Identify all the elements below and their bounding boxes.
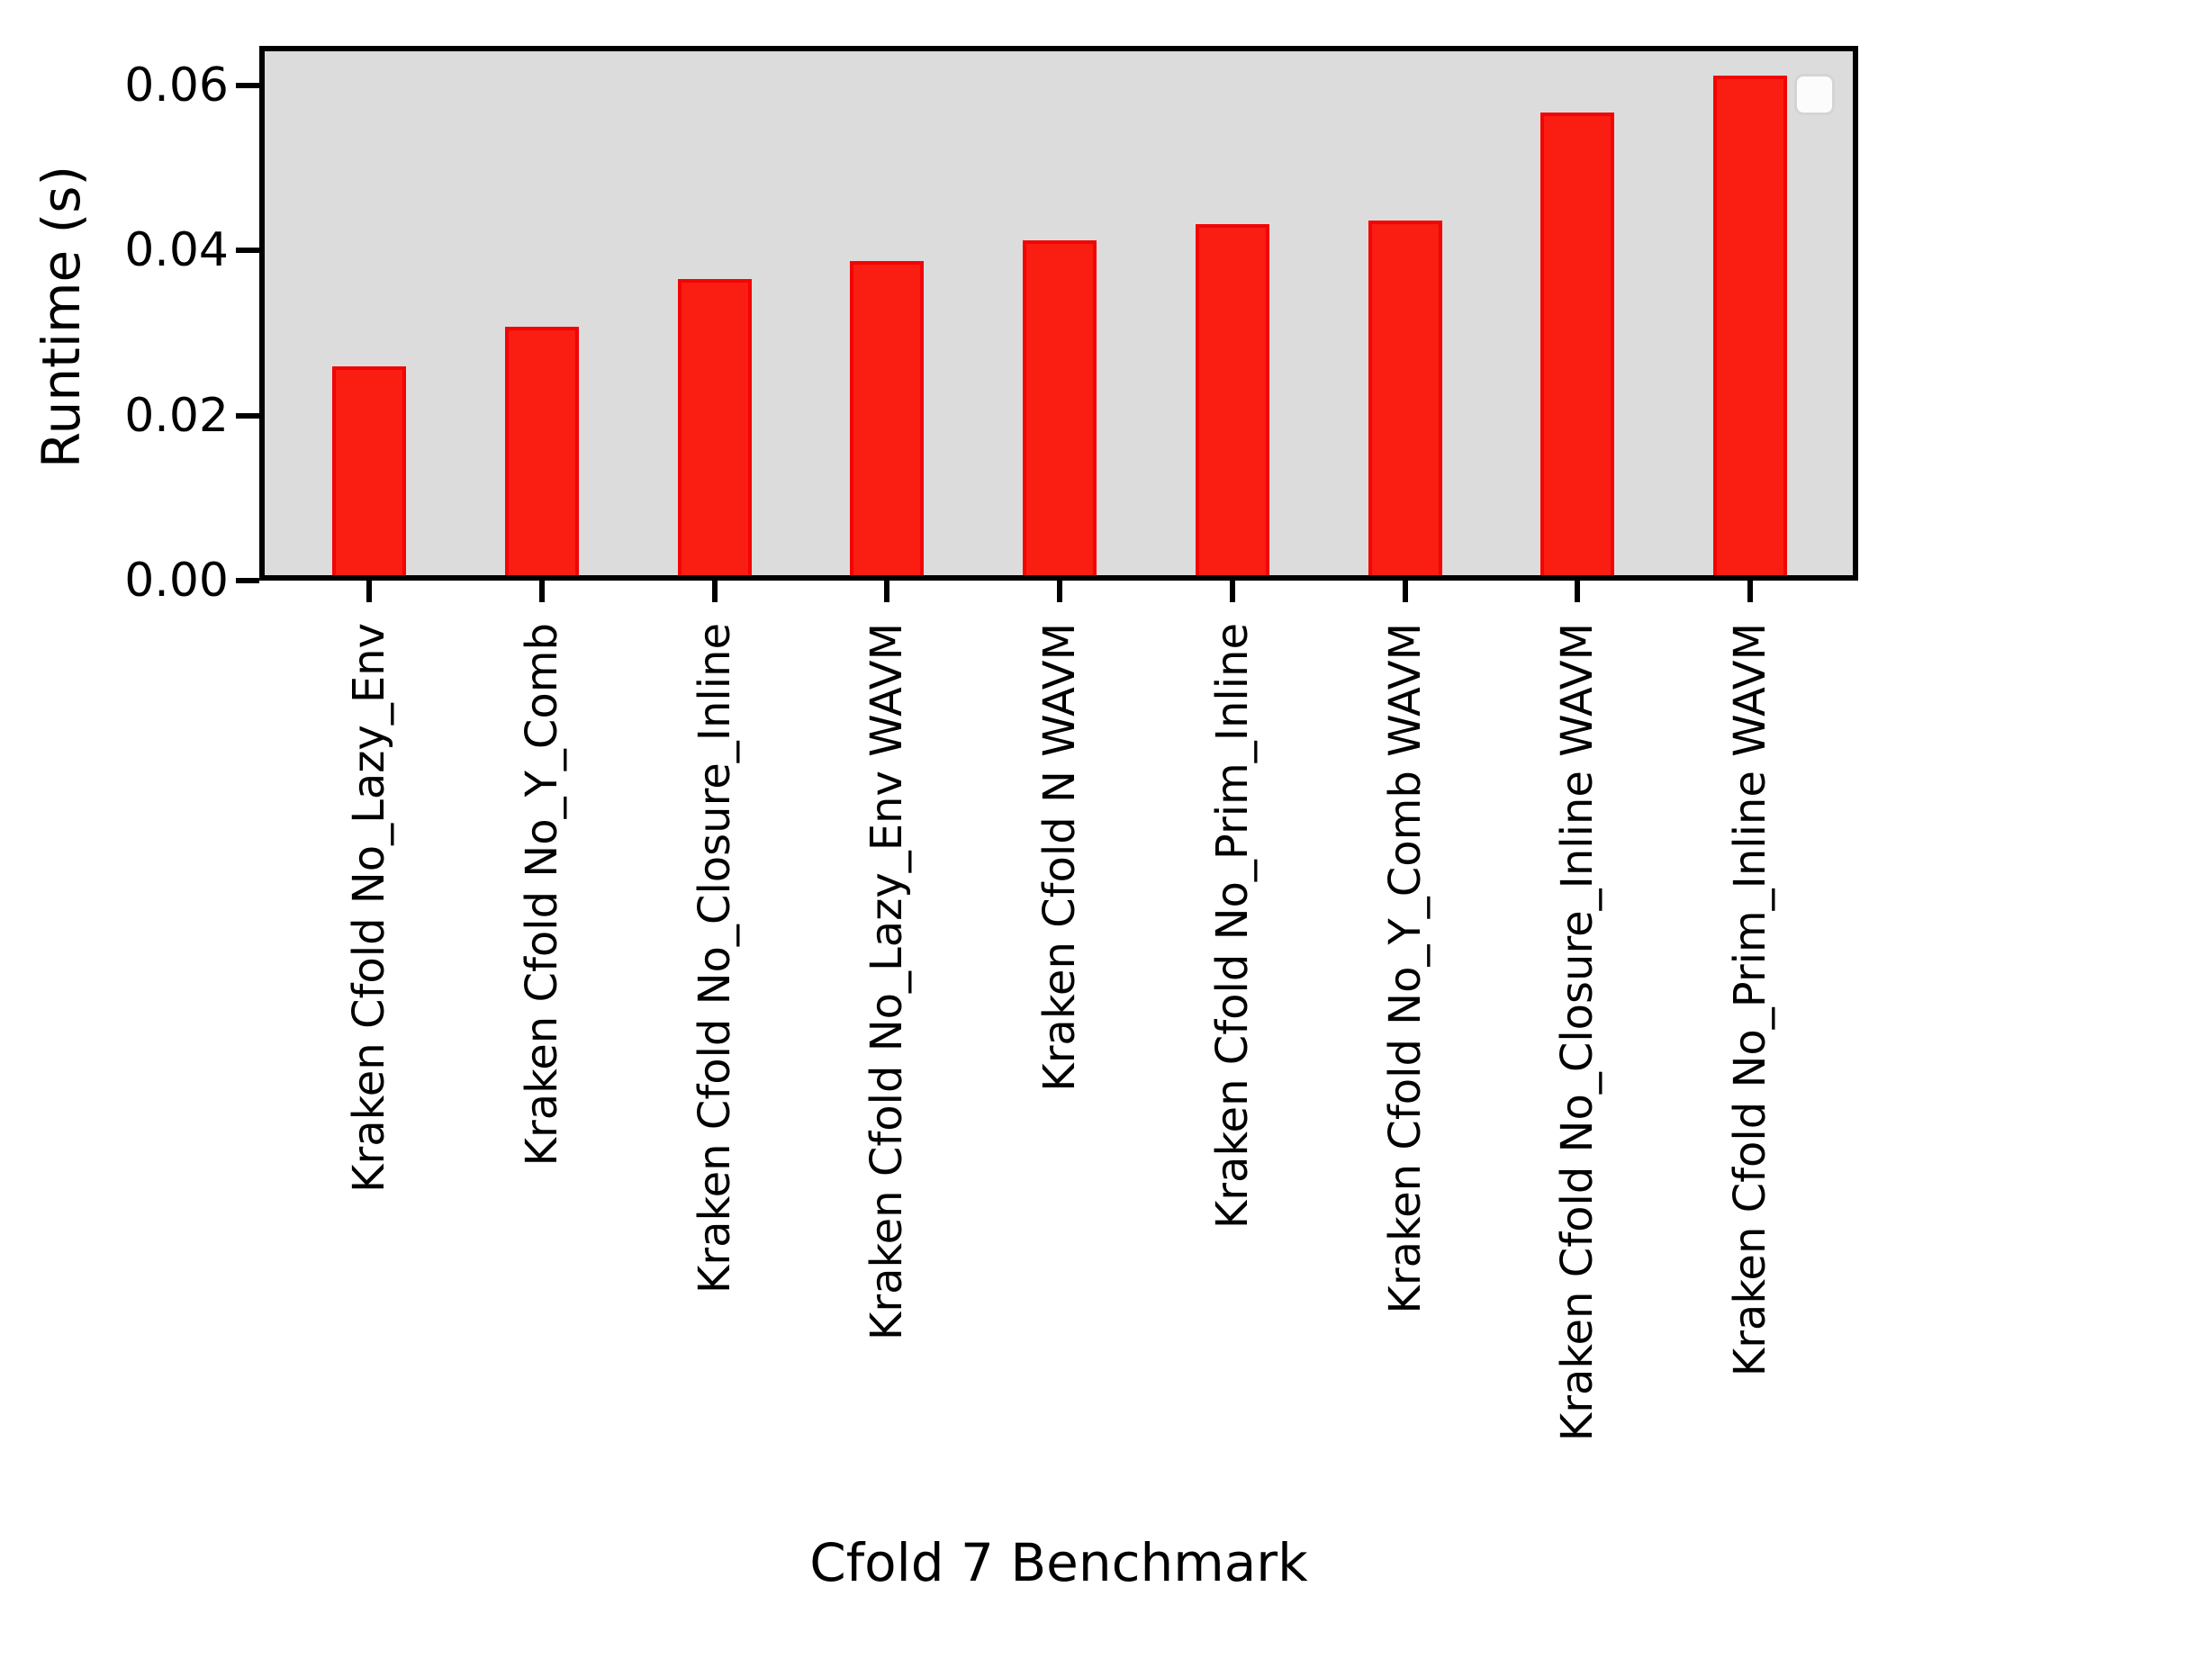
- bar: [1196, 224, 1269, 575]
- x-tick-label: Kraken Cfold No_Lazy_Env WAVM: [862, 623, 912, 1341]
- y-tick-label: 0.06: [124, 59, 229, 113]
- x-tick-mark: [1057, 581, 1062, 602]
- x-tick-label: Kraken Cfold No_Y_Comb WAVM: [1380, 623, 1431, 1314]
- x-tick-mark: [539, 581, 545, 602]
- bar: [1023, 240, 1097, 575]
- x-tick-label: Kraken Cfold No_Closure_Inline: [690, 623, 740, 1294]
- x-tick-label: Kraken Cfold No_Prim_Inline WAVM: [1725, 623, 1775, 1377]
- plot-area: [259, 46, 1858, 581]
- bars-container: [265, 51, 1853, 575]
- x-tick-mark: [366, 581, 372, 602]
- x-axis-label: Cfold 7 Benchmark: [809, 1532, 1308, 1593]
- y-tick-mark: [236, 578, 259, 583]
- x-tick-mark: [1747, 581, 1753, 602]
- bar: [332, 366, 406, 575]
- y-tick-label: 0.02: [124, 389, 229, 443]
- bar: [1368, 221, 1442, 575]
- x-tick-mark: [884, 581, 889, 602]
- x-tick-label: Kraken Cfold No_Closure_Inline WAVM: [1552, 623, 1603, 1442]
- y-tick-mark: [236, 83, 259, 88]
- legend-box: [1794, 74, 1835, 115]
- x-tick-mark: [712, 581, 718, 602]
- y-tick-label: 0.04: [124, 223, 229, 277]
- x-tick-label: Kraken Cfold N WAVM: [1034, 623, 1085, 1092]
- y-tick-label: 0.00: [124, 554, 229, 608]
- y-tick-mark: [236, 248, 259, 253]
- bar: [1713, 76, 1787, 575]
- x-tick-mark: [1403, 581, 1408, 602]
- y-tick-mark: [236, 413, 259, 419]
- x-tick-label: Kraken Cfold No_Prim_Inline: [1207, 623, 1258, 1230]
- bar: [505, 327, 579, 575]
- x-tick-mark: [1230, 581, 1235, 602]
- bar: [850, 261, 924, 575]
- x-tick-label: Kraken Cfold No_Lazy_Env: [344, 623, 394, 1193]
- bar: [678, 279, 752, 575]
- bar: [1540, 113, 1614, 575]
- x-tick-mark: [1575, 581, 1580, 602]
- x-tick-label: Kraken Cfold No_Y_Comb: [517, 623, 567, 1167]
